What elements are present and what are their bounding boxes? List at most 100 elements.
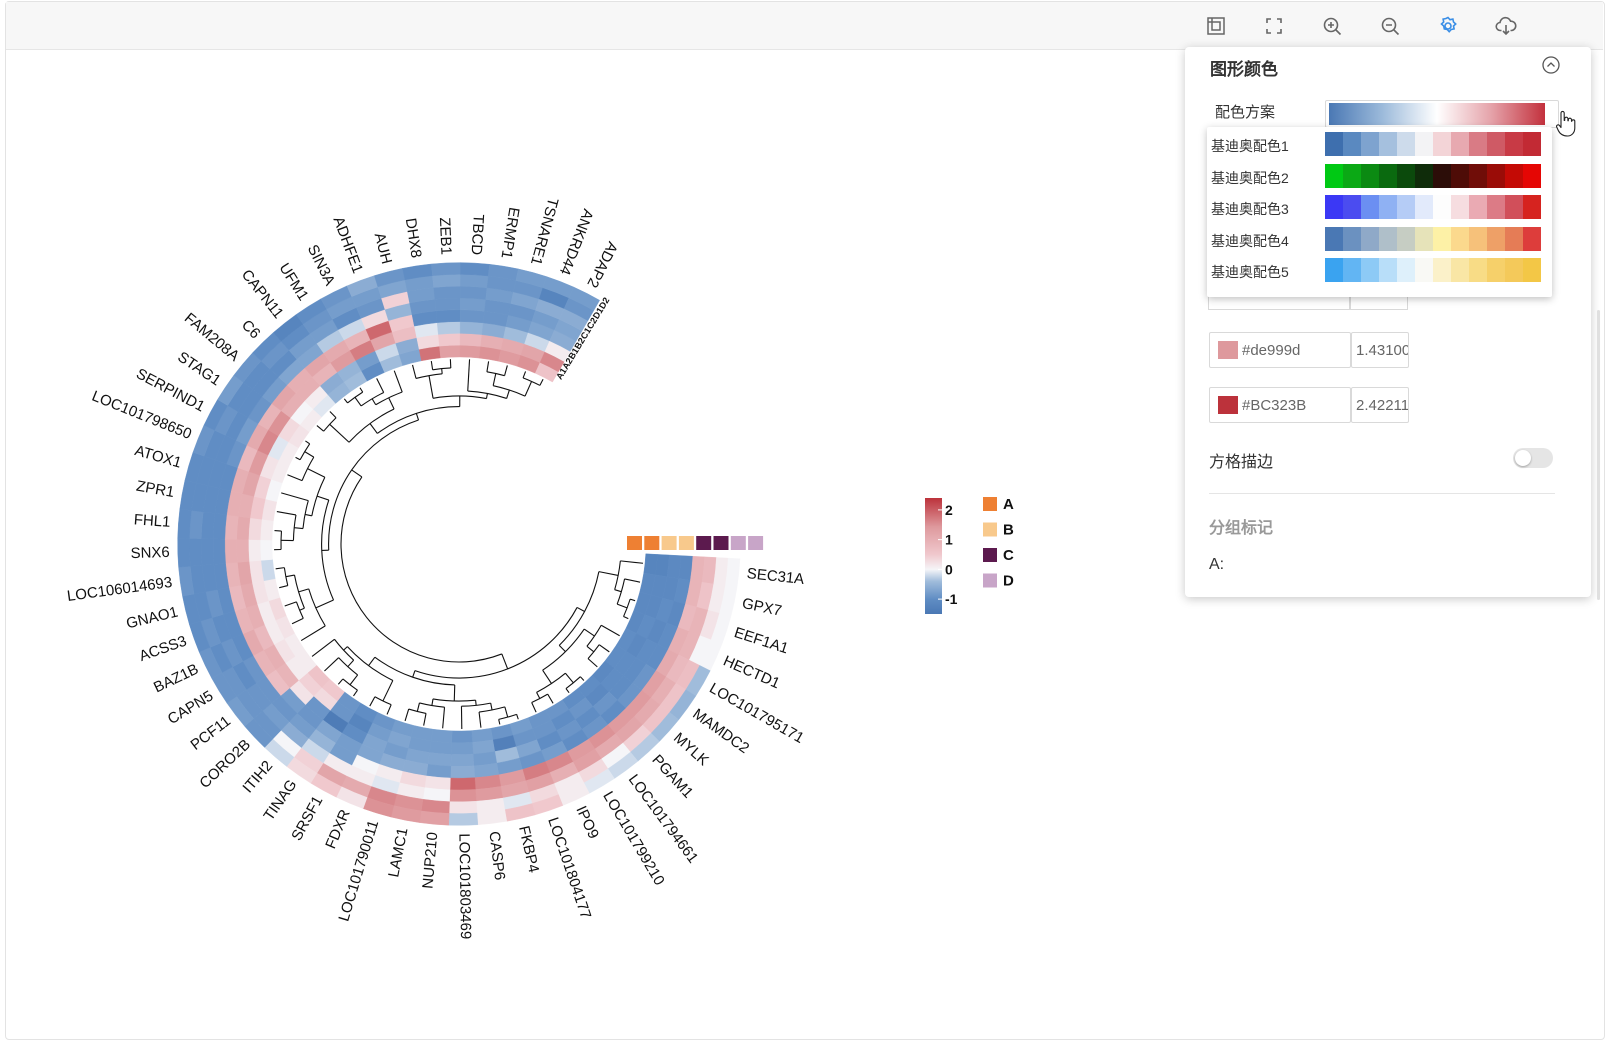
dendrogram-arc — [536, 672, 566, 693]
gene-label: GPX7 — [741, 595, 784, 620]
dendrogram-arc — [522, 377, 541, 386]
dendrogram-branch — [287, 474, 303, 482]
selected-scheme-gradient — [1329, 103, 1545, 125]
dendrogram-branch — [430, 361, 434, 370]
dendrogram-arc — [348, 408, 395, 443]
dendrogram-branch — [324, 657, 339, 672]
heatmap-cell — [450, 753, 475, 767]
download-icon[interactable] — [1494, 14, 1518, 38]
dendrogram-arc — [293, 574, 305, 609]
heatmap-cell — [438, 333, 461, 347]
panel-scrollbar[interactable] — [1597, 310, 1600, 600]
dendrogram-branch — [587, 658, 598, 668]
dendrogram-branch — [291, 617, 304, 625]
gene-label: EEF1A1 — [732, 624, 790, 657]
dendrogram-branch — [415, 413, 420, 421]
dendrogram-arc — [311, 477, 326, 516]
dendrogram-branch — [404, 708, 410, 722]
dendrogram-branch — [359, 387, 364, 393]
color-swatch[interactable] — [1218, 341, 1238, 359]
dendrogram-branch — [388, 397, 395, 410]
dendrogram-branch — [343, 398, 348, 404]
heatmap-cells — [177, 262, 741, 826]
dendrogram-arc — [408, 708, 427, 714]
color-scheme-option[interactable]: 基迪奥配色3 — [1207, 192, 1552, 222]
dendrogram-branch — [542, 669, 552, 684]
color-stop-value[interactable]: 2.42211 — [1351, 387, 1409, 423]
group-box — [627, 536, 642, 550]
color-stop-input-hidden[interactable] — [1208, 295, 1350, 310]
dendrogram-branch — [343, 646, 348, 651]
heatmap-cell — [260, 519, 274, 541]
dendrogram-arc — [342, 678, 358, 691]
zoom-out-icon[interactable] — [1378, 14, 1402, 38]
dendrogram-branch — [416, 702, 420, 712]
color-stop-value-hidden[interactable] — [1350, 295, 1408, 310]
group-legend-label: C — [1003, 547, 1014, 564]
color-scheme-option[interactable]: 基迪奥配色4 — [1207, 224, 1552, 254]
color-stop-input[interactable]: #BC323B — [1209, 387, 1351, 423]
color-scheme-label: 配色方案 — [1215, 104, 1276, 121]
heatmap-cell — [449, 777, 476, 791]
gene-label: TINAG — [260, 777, 300, 824]
color-hex: #de999d — [1242, 342, 1301, 359]
gene-label: ADAP2 — [583, 239, 621, 291]
dendrogram-branch — [329, 423, 350, 443]
group-marker-title: 分组标记 — [1209, 520, 1274, 537]
zoom-in-icon[interactable] — [1320, 14, 1344, 38]
dendrogram-arc — [542, 628, 585, 671]
dendrogram-arc — [338, 657, 358, 676]
dendrogram-branch — [616, 603, 628, 609]
dendrogram-branch — [305, 440, 310, 445]
fullscreen-icon[interactable] — [1262, 14, 1286, 38]
dendrogram-arc — [531, 693, 548, 704]
color-scheme-option[interactable]: 基迪奥配色5 — [1207, 255, 1552, 285]
heatmap-cell — [432, 274, 461, 288]
grid-border-toggle[interactable] — [1513, 448, 1553, 468]
heatmap-cell — [448, 801, 478, 814]
collapse-icon[interactable] — [1541, 55, 1561, 75]
dendrogram-branch — [624, 578, 641, 583]
dendrogram-branch — [307, 468, 326, 478]
dendrogram-branch — [486, 361, 490, 372]
heatmap-cell — [448, 812, 479, 826]
dendrogram-branch — [304, 451, 315, 458]
gene-label: GNAO1 — [125, 604, 180, 633]
group-box — [661, 536, 677, 550]
color-scheme-select[interactable] — [1325, 100, 1559, 128]
dendrogram-branch — [565, 672, 574, 684]
dendrogram-arc — [479, 706, 505, 713]
dendrogram-branch — [423, 713, 427, 726]
color-swatch[interactable] — [1218, 396, 1238, 414]
dendrogram-branch — [506, 389, 510, 399]
gene-label: HECTD1 — [721, 652, 783, 692]
heatmap-cell — [419, 810, 450, 826]
heatmap-cell — [459, 309, 485, 324]
dendrogram-branch — [304, 513, 312, 517]
gene-label: SNX6 — [130, 544, 170, 562]
dendrogram-arc — [374, 696, 392, 706]
dendrogram-branch — [411, 364, 417, 379]
gene-label: ATOX1 — [133, 442, 184, 472]
dendrogram-branch — [522, 371, 527, 379]
heatmap-cell — [434, 297, 461, 312]
color-stop-value[interactable]: 1.43100 — [1351, 332, 1409, 368]
color-scheme-option-swatch — [1325, 163, 1541, 188]
color-scheme-option-label: 基迪奥配色3 — [1211, 201, 1289, 217]
color-stop-input[interactable]: #de999d — [1209, 332, 1351, 368]
crop-icon[interactable] — [1204, 14, 1228, 38]
dendrogram-branch — [275, 567, 285, 570]
color-scheme-option-swatch — [1325, 258, 1541, 282]
dendrogram-branch — [382, 680, 394, 702]
settings-icon[interactable] — [1436, 14, 1460, 38]
dendrogram-branch — [565, 688, 570, 694]
heatmap-cell — [459, 345, 481, 359]
color-scheme-option[interactable]: 基迪奥配色2 — [1207, 161, 1552, 191]
gene-label: ITIH2 — [239, 757, 276, 796]
heatmap-cell — [236, 516, 251, 540]
color-scheme-option[interactable]: 基迪奥配色1 — [1207, 129, 1552, 159]
dendrogram-branch — [536, 692, 541, 699]
heatmap-cell — [459, 333, 483, 347]
heatmap-cell — [451, 742, 474, 755]
